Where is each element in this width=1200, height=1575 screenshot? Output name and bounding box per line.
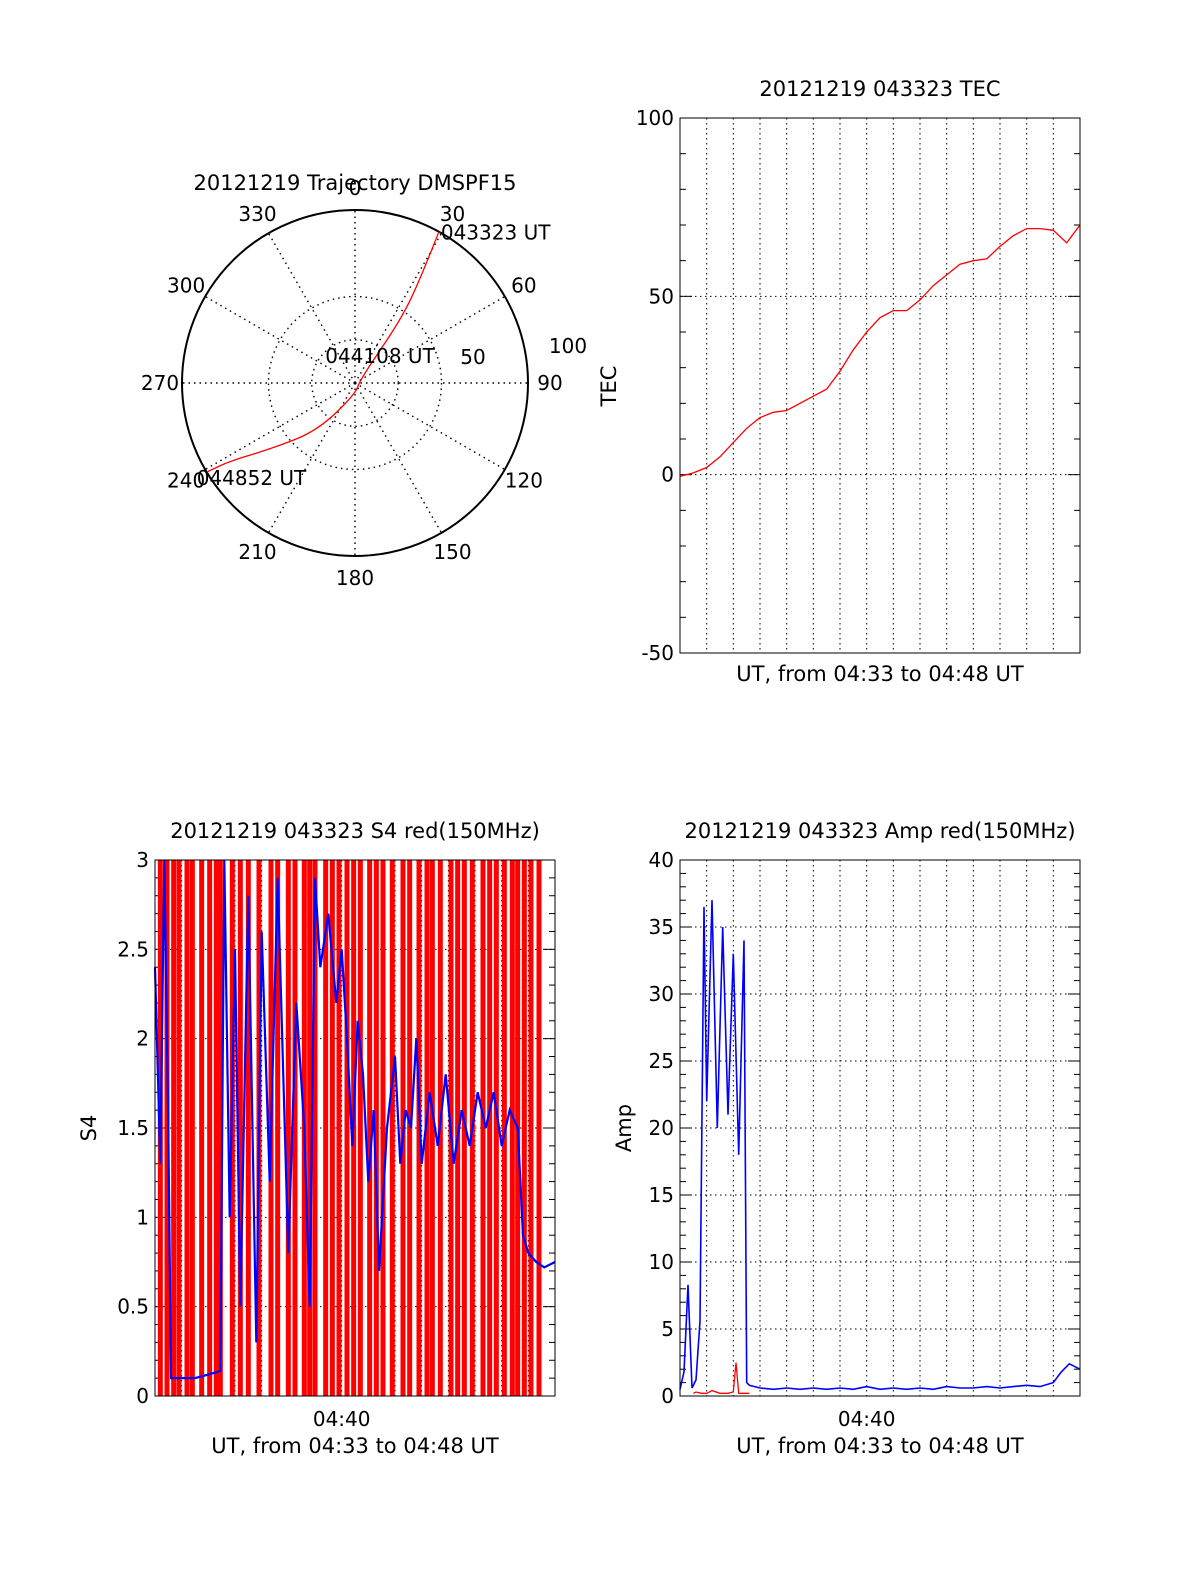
s4-y-tick-label: 1: [136, 1205, 149, 1229]
polar-spoke-240: [204, 382, 356, 471]
trajectory-annotation-3: 044852 UT: [197, 466, 307, 490]
s4-y-tick-label: 2: [136, 1027, 149, 1051]
s4-title: 20121219 043323 S4 red(150MHz): [170, 819, 540, 843]
polar-angle-labels: 0 30 60 90 120 150 180 210 240 270 300 330: [141, 176, 563, 590]
s4-series: [153, 859, 556, 1396]
tec-grid: [680, 117, 1080, 654]
polar-radial-label-50: 50: [460, 345, 485, 369]
polar-outer-circle: [181, 209, 529, 557]
tec-y-tick-labels: 100 50 0 -50: [636, 106, 674, 665]
amp-y-tick-labels: 40 35 30 25 20 15 10 5 0: [649, 848, 674, 1408]
polar-angle-label-120: 120: [505, 469, 543, 493]
amp-x-axis-label: UT, from 04:33 to 04:48 UT: [736, 1434, 1024, 1458]
s4-plot-frame: [154, 859, 556, 1397]
s4-x-axis-label: UT, from 04:33 to 04:48 UT: [211, 1434, 499, 1458]
amp-plot-frame: [679, 859, 1081, 1397]
s4-y-tick-label: 2.5: [117, 937, 149, 961]
tec-x-axis-label: UT, from 04:33 to 04:48 UT: [736, 662, 1024, 686]
amp-panel: 20121219 043323 Amp red(150MHz) 40 35 30 25…: [612, 819, 1081, 1458]
polar-angle-label-180: 180: [336, 566, 374, 590]
polar-angle-label-0: 0: [349, 176, 362, 200]
trajectory-annotation-2: 044108 UT: [325, 344, 435, 368]
polar-angle-label-300: 300: [167, 274, 205, 298]
polar-radial-label-100: 100: [549, 334, 587, 358]
trajectory-series: [206, 231, 440, 473]
tec-y-tick-label: 50: [649, 284, 674, 308]
amp-series-2-line: [679, 900, 1081, 1391]
s4-y-axis-label: S4: [77, 1115, 101, 1142]
amp-series-1-line: [693, 1362, 750, 1394]
polar-ring-1: [311, 339, 399, 427]
polar-angle-label-150: 150: [433, 540, 471, 564]
polar-spoke-300: [204, 295, 356, 384]
trajectory-panel: 20121219 Trajectory DMSPF15 0 30 60 90 120 15…: [141, 171, 587, 590]
amp-y-tick-label: 15: [649, 1183, 674, 1207]
polar-angle-label-270: 270: [141, 371, 179, 395]
amp-y-tick-label: 40: [649, 848, 674, 872]
tec-panel: 20121219 043323 TEC 100 50 0 -50 TEC UT, fr…: [597, 77, 1081, 686]
tec-series: [679, 224, 1081, 478]
trajectory-line: [206, 231, 440, 473]
amp-y-tick-label: 35: [649, 915, 674, 939]
polar-angle-label-210: 210: [238, 540, 276, 564]
polar-spoke-330: [267, 232, 356, 384]
s4-panel: 20121219 043323 S4 red(150MHz) 3 2.5 2 1.5 1…: [77, 819, 556, 1458]
tec-title: 20121219 043323 TEC: [759, 77, 1000, 101]
s4-y-tick-label: 3: [136, 848, 149, 872]
tec-plot-frame: [679, 117, 1081, 654]
amp-x-tick-labels: 04:40: [838, 1407, 896, 1431]
s4-series-2-line: [153, 859, 556, 1380]
tec-series-1-line: [679, 224, 1081, 478]
polar-grid: [182, 210, 528, 556]
s4-y-tick-label: 0: [136, 1384, 149, 1408]
s4-y-tick-label: 1.5: [117, 1116, 149, 1140]
polar-angle-label-330: 330: [238, 202, 276, 226]
polar-spoke-150: [354, 382, 443, 534]
amp-y-tick-label: 30: [649, 982, 674, 1006]
polar-spoke-30: [354, 232, 443, 384]
amp-y-tick-label: 25: [649, 1049, 674, 1073]
amp-y-tick-label: 0: [661, 1384, 674, 1408]
amp-y-axis-label: Amp: [612, 1104, 636, 1152]
polar-angle-label-240: 240: [167, 469, 205, 493]
amp-y-tick-label: 10: [649, 1250, 674, 1274]
polar-spoke-120: [354, 382, 506, 471]
trajectory-title: 20121219 Trajectory DMSPF15: [193, 171, 516, 195]
amp-y-tick-label: 20: [649, 1116, 674, 1140]
polar-spoke-60: [354, 295, 506, 384]
tec-y-tick-label: 0: [661, 463, 674, 487]
s4-x-tick-label: 04:40: [313, 1407, 371, 1431]
polar-angle-label-90: 90: [537, 371, 562, 395]
amp-title: 20121219 043323 Amp red(150MHz): [684, 819, 1075, 843]
polar-ring-2: [267, 295, 443, 471]
polar-angle-label-60: 60: [511, 274, 536, 298]
tec-y-axis-label: TEC: [597, 366, 621, 408]
amp-x-tick-label: 04:40: [838, 1407, 896, 1431]
s4-y-tick-labels: 3 2.5 2 1.5 1 0.5 0: [117, 848, 149, 1408]
s4-x-tick-labels: 04:40: [313, 1407, 371, 1431]
tec-y-tick-label: 100: [636, 106, 674, 130]
trajectory-annotations: 043323 UT 044108 UT 044852 UT: [197, 221, 552, 490]
polar-radial-labels: 50 100: [460, 334, 587, 369]
s4-y-tick-label: 0.5: [117, 1295, 149, 1319]
trajectory-annotation-1: 043323 UT: [441, 221, 551, 245]
amp-y-tick-label: 5: [661, 1317, 674, 1341]
tec-y-tick-label: -50: [641, 641, 674, 665]
amp-grid: [680, 859, 1080, 1397]
amp-series: [679, 900, 1081, 1394]
polar-angle-label-30: 30: [440, 202, 465, 226]
